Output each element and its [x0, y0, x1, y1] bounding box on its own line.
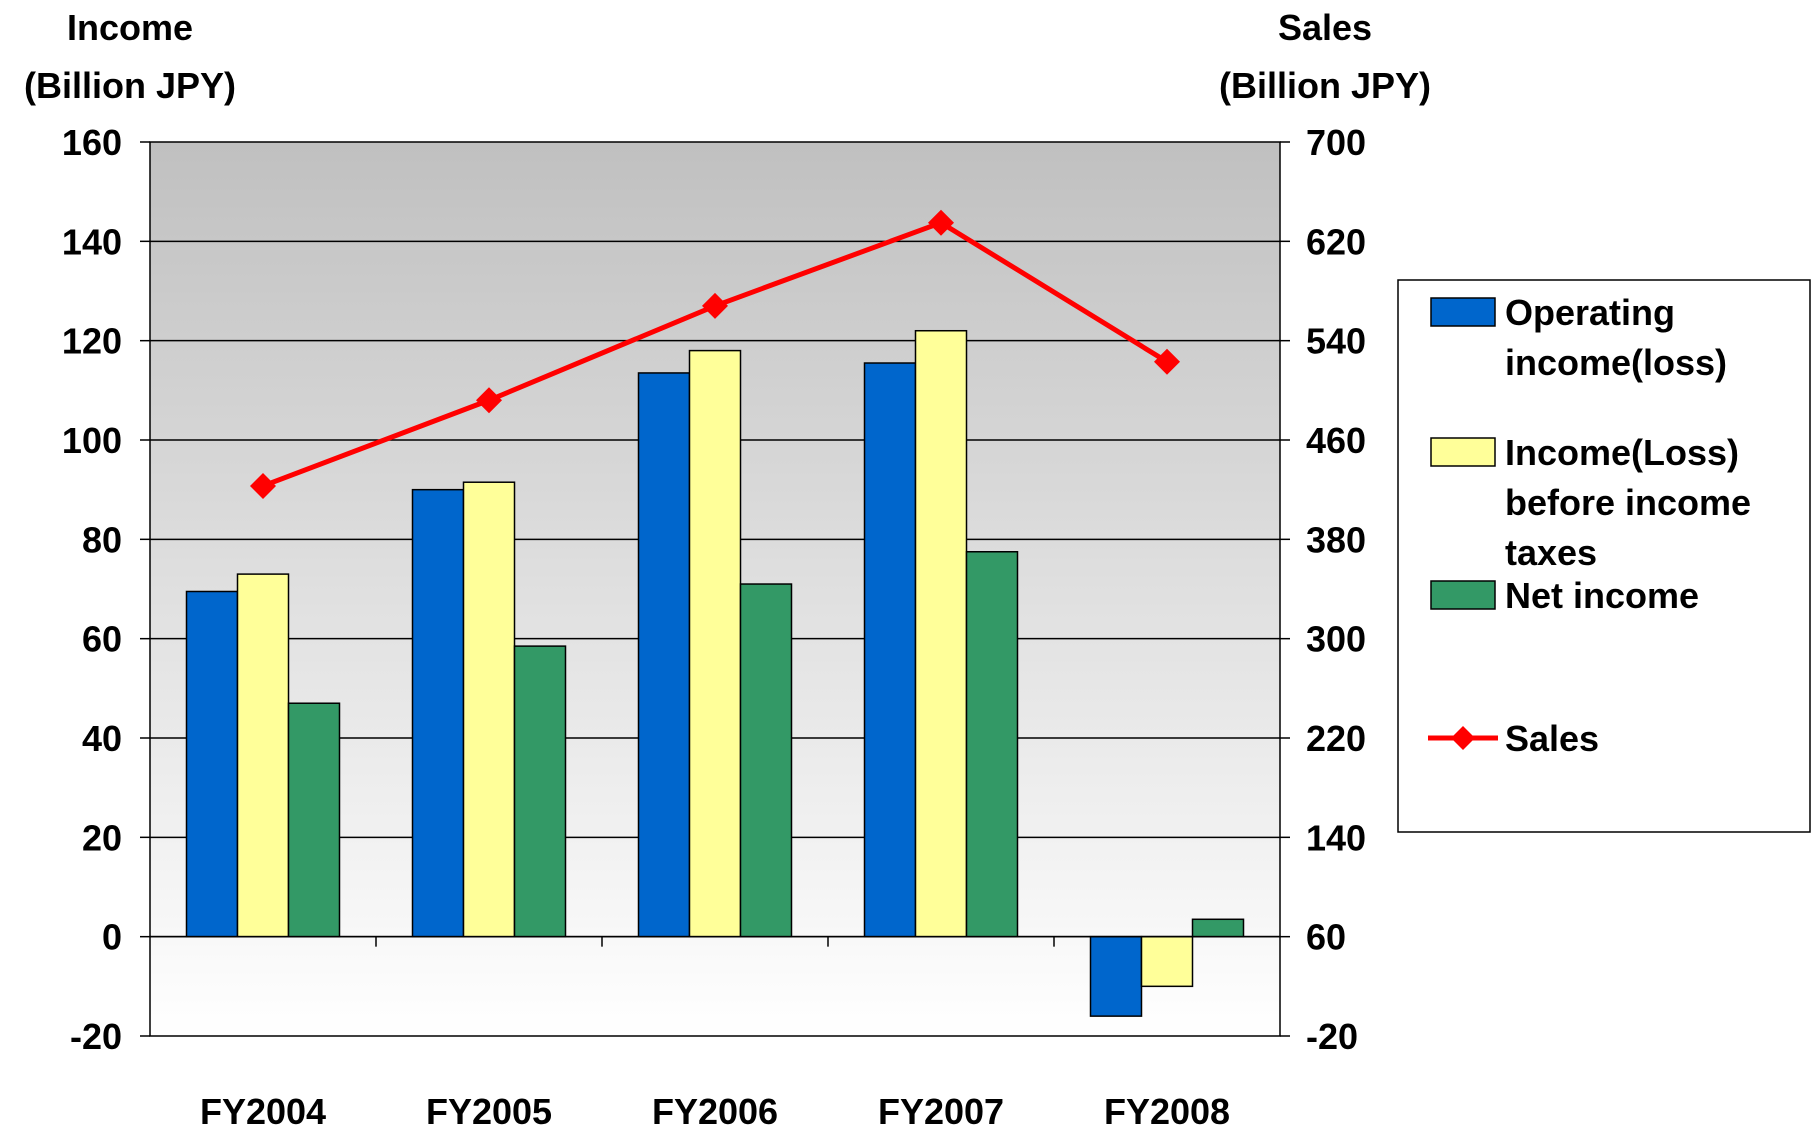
legend-marker: [1451, 726, 1475, 750]
bar-income-loss-before-income-taxes-fy2004: [236, 573, 290, 938]
category-label-fy2004: FY2004: [200, 1091, 326, 1132]
right-tick-label: 540: [1306, 321, 1366, 362]
legend: Operating income(loss) Income(Loss) before …: [1397, 279, 1811, 833]
bar-income-loss-before-income-taxes-fy2006: [688, 349, 742, 938]
tick-labels: 160 140 120 100 80 60 40 20 0 -20 700 620 540 460 380 3…: [62, 122, 1366, 1057]
bar-income-loss-before-income-taxes-fy2007: [914, 329, 968, 938]
legend-label: taxes: [1505, 532, 1597, 573]
bar-operating-income-loss--fy2004: [185, 590, 239, 938]
sales-point-fy2008: [1154, 348, 1180, 375]
legend-label: Operating: [1505, 292, 1675, 333]
left-tick-label: 120: [62, 321, 122, 362]
sales-point-fy2004: [250, 472, 276, 499]
bar-net-income-fy2008: [1191, 918, 1245, 938]
right-tick-label: 140: [1306, 817, 1366, 858]
left-tick-label: 60: [82, 619, 122, 660]
legend-label: Net income: [1505, 575, 1699, 616]
left-tick-label: 40: [82, 718, 122, 759]
sales-line: [250, 209, 1180, 499]
bar-operating-income-loss--fy2005: [411, 488, 465, 938]
right-tick-label: 300: [1306, 619, 1366, 660]
right-tick-label: 620: [1306, 221, 1366, 262]
left-tick-label: -20: [70, 1016, 122, 1057]
left-tick-label: 20: [82, 817, 122, 858]
left-axis-title-line1: Income: [67, 7, 193, 48]
left-tick-label: 140: [62, 221, 122, 262]
legend-label: Income(Loss): [1505, 432, 1739, 473]
legend-swatch: [1430, 580, 1496, 610]
legend-swatch: [1430, 297, 1496, 327]
right-axis-title-line1: Sales: [1278, 7, 1372, 48]
category-label-fy2007: FY2007: [878, 1091, 1004, 1132]
bar-operating-income-loss--fy2007: [863, 362, 917, 938]
legend-label: Sales: [1505, 718, 1599, 759]
legend-label: before income: [1505, 482, 1751, 523]
left-tick-label: 80: [82, 519, 122, 560]
axes: [140, 141, 1290, 1037]
left-tick-label: 0: [102, 917, 122, 958]
left-axis-title-line2: (Billion JPY): [24, 65, 236, 106]
bar-net-income-fy2007: [965, 551, 1019, 938]
right-tick-label: 60: [1306, 917, 1346, 958]
bar-net-income-fy2004: [287, 702, 341, 938]
category-label-fy2005: FY2005: [426, 1091, 552, 1132]
bar-income-loss-before-income-taxes-fy2008: [1140, 935, 1194, 988]
sales-point-fy2007: [928, 209, 954, 236]
bar-operating-income-loss--fy2006: [637, 372, 691, 938]
bar-income-loss-before-income-taxes-fy2005: [462, 481, 516, 938]
right-tick-label: 700: [1306, 122, 1366, 163]
sales-point-fy2005: [476, 387, 502, 414]
bar-operating-income-loss--fy2008: [1089, 935, 1143, 1017]
left-tick-label: 100: [62, 420, 122, 461]
legend-swatch: [1430, 437, 1496, 467]
sales-point-fy2006: [702, 292, 728, 319]
right-tick-label: 220: [1306, 718, 1366, 759]
right-tick-label: 380: [1306, 519, 1366, 560]
bar-net-income-fy2005: [513, 645, 567, 938]
bar-net-income-fy2006: [739, 583, 793, 938]
category-label-fy2006: FY2006: [652, 1091, 778, 1132]
category-label-fy2008: FY2008: [1104, 1091, 1230, 1132]
right-tick-label: 460: [1306, 420, 1366, 461]
category-labels: FY2004 FY2005 FY2006 FY2007 FY2008: [200, 1091, 1230, 1132]
right-tick-label: -20: [1306, 1016, 1358, 1057]
right-axis-title-line2: (Billion JPY): [1219, 65, 1431, 106]
left-tick-label: 160: [62, 122, 122, 163]
bars: [185, 329, 1245, 1017]
legend-label: income(loss): [1505, 342, 1727, 383]
